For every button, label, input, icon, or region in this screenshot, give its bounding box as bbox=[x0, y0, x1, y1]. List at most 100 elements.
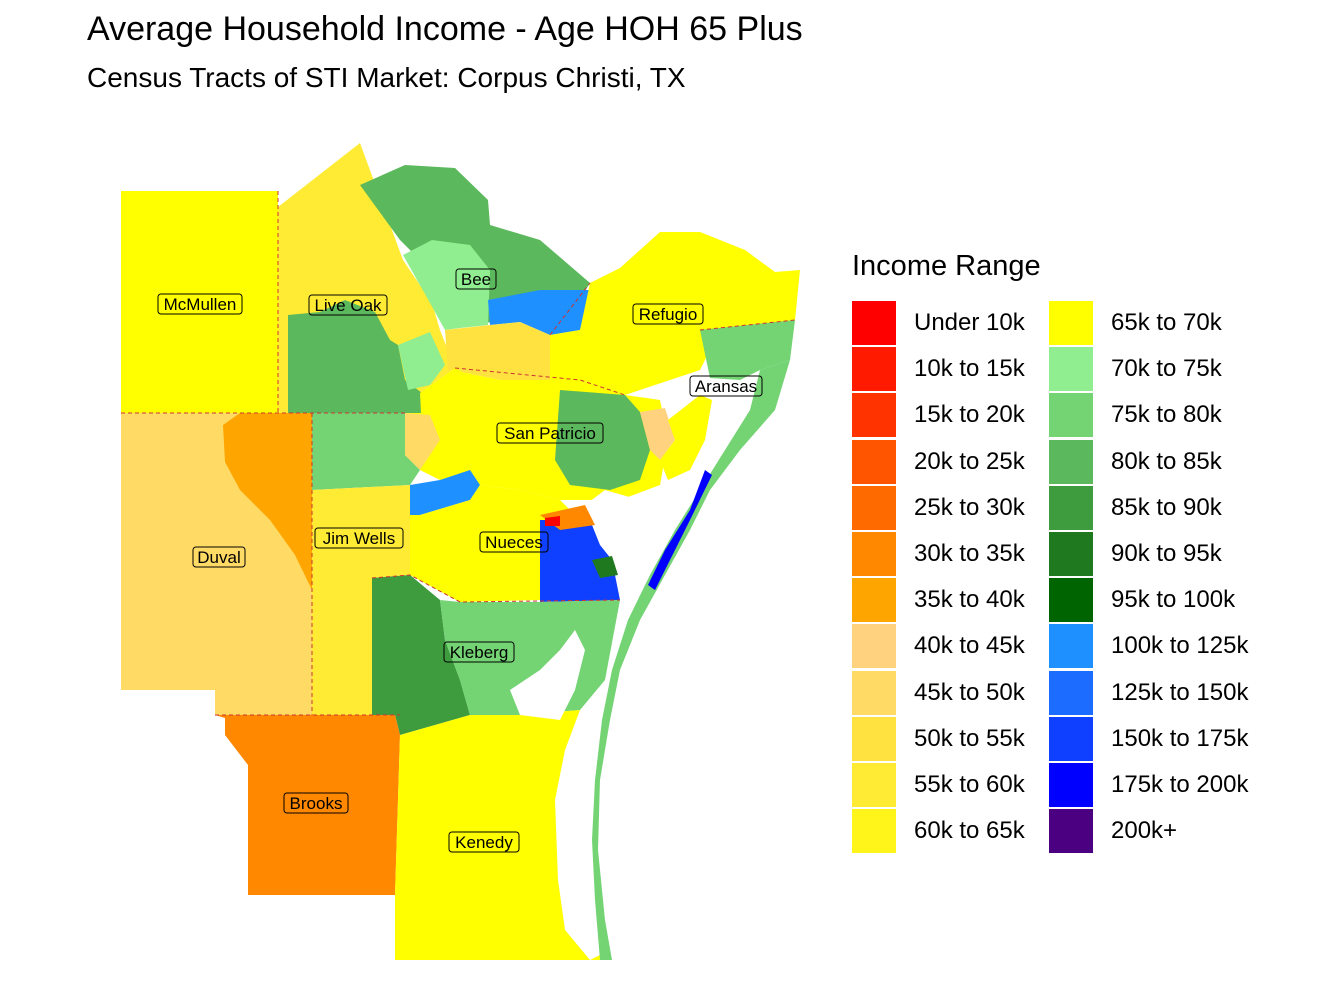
legend-swatch bbox=[852, 809, 896, 854]
legend-swatch bbox=[852, 393, 896, 438]
legend-swatch bbox=[852, 301, 896, 345]
legend-label: 65k to 70k bbox=[1111, 309, 1222, 336]
svg-text:Brooks: Brooks bbox=[290, 794, 343, 813]
svg-text:Nueces: Nueces bbox=[485, 533, 543, 552]
legend-swatch bbox=[852, 763, 896, 807]
county-label-kenedy: Kenedy bbox=[448, 831, 520, 853]
county-label-refugio: Refugio bbox=[632, 303, 704, 325]
legend-label: 15k to 20k bbox=[914, 401, 1025, 429]
legend-label: 80k to 85k bbox=[1111, 447, 1222, 475]
legend-swatch bbox=[1049, 670, 1093, 715]
legend-label: 60k to 65k bbox=[914, 817, 1025, 845]
svg-text:Refugio: Refugio bbox=[639, 305, 698, 324]
legend: Income Range Under 10k 10k to 15k 15k to 2… bbox=[852, 250, 1322, 860]
legend-label: 175k to 200k bbox=[1111, 771, 1249, 798]
tract-kleberg-dark bbox=[372, 575, 470, 735]
legend-swatch bbox=[1049, 624, 1093, 669]
legend-swatch bbox=[1049, 301, 1093, 345]
county-label-kleberg: Kleberg bbox=[443, 641, 515, 663]
tract-aransas bbox=[660, 395, 712, 480]
map-title: Average Household Income - Age HOH 65 Pl… bbox=[87, 10, 803, 48]
legend-swatch bbox=[1049, 809, 1093, 854]
county-label-mcmullen: McMullen bbox=[157, 293, 243, 315]
legend-label: 50k to 55k bbox=[914, 724, 1025, 752]
tract-bee-yellow-south bbox=[445, 322, 550, 382]
legend-swatch bbox=[852, 670, 896, 715]
svg-text:Bee: Bee bbox=[461, 270, 491, 289]
county-label-duval: Duval bbox=[192, 546, 246, 568]
svg-text:Live Oak: Live Oak bbox=[314, 296, 382, 315]
tract-kenedy bbox=[395, 710, 600, 960]
svg-text:San Patricio: San Patricio bbox=[504, 424, 596, 443]
tract-bee-light bbox=[403, 240, 490, 330]
legend-swatch bbox=[1049, 578, 1093, 623]
svg-text:Aransas: Aransas bbox=[695, 377, 757, 396]
bay-water bbox=[585, 490, 650, 545]
legend-swatch bbox=[852, 532, 896, 576]
svg-text:Kenedy: Kenedy bbox=[455, 833, 513, 852]
legend-swatch bbox=[852, 439, 896, 484]
tract-live-oak-light bbox=[398, 332, 445, 390]
tract-bee-green bbox=[360, 165, 590, 330]
county-labels: McMullen Live Oak Bee Refugio Aransas Sa… bbox=[157, 268, 763, 853]
tract-refugio-green bbox=[700, 320, 795, 380]
legend-label: 10k to 15k bbox=[914, 355, 1025, 383]
county-label-bee: Bee bbox=[455, 268, 497, 290]
legend-swatch bbox=[852, 485, 896, 530]
tract-jim-wells-green bbox=[312, 413, 420, 490]
legend-label: 70k to 75k bbox=[1111, 355, 1222, 383]
tract-duval-orange bbox=[223, 413, 312, 590]
tract-live-oak-green bbox=[288, 300, 422, 413]
legend-label: 35k to 40k bbox=[914, 586, 1025, 614]
legend-label: 30k to 35k bbox=[914, 540, 1025, 567]
legend-swatch bbox=[1049, 763, 1093, 807]
tract-jim-wells-yellow bbox=[312, 485, 410, 715]
svg-text:Jim Wells: Jim Wells bbox=[323, 529, 395, 548]
legend-label: 55k to 60k bbox=[914, 771, 1025, 798]
legend-title: Income Range bbox=[852, 250, 1041, 282]
legend-label: 85k to 90k bbox=[1111, 493, 1222, 521]
map-subtitle: Census Tracts of STI Market: Corpus Chri… bbox=[87, 62, 686, 93]
legend-swatch bbox=[852, 578, 896, 623]
county-label-nueces: Nueces bbox=[479, 531, 549, 553]
tract-nueces-red bbox=[545, 516, 560, 526]
tract-bee-blue bbox=[488, 290, 590, 335]
legend-swatch bbox=[1049, 393, 1093, 438]
tract-jim-wells-tan bbox=[405, 413, 440, 470]
tract-san-patricio-tan bbox=[640, 408, 675, 460]
tract-brooks bbox=[215, 715, 400, 895]
legend-label: 40k to 45k bbox=[914, 632, 1025, 660]
svg-text:Kleberg: Kleberg bbox=[450, 643, 509, 662]
county-boundaries bbox=[121, 191, 796, 716]
tract-mcmullen bbox=[121, 191, 278, 413]
county-label-jim-wells: Jim Wells bbox=[314, 527, 404, 549]
tract-refugio bbox=[550, 232, 800, 395]
legend-label: 150k to 175k bbox=[1111, 724, 1249, 752]
legend-swatch bbox=[1049, 532, 1093, 576]
svg-text:Duval: Duval bbox=[197, 548, 240, 567]
legend-swatch bbox=[1049, 716, 1093, 761]
legend-swatch bbox=[1049, 347, 1093, 392]
legend-label: 95k to 100k bbox=[1111, 586, 1236, 614]
legend-label: Under 10k bbox=[914, 309, 1025, 336]
legend-swatch bbox=[852, 347, 896, 392]
legend-label: 25k to 30k bbox=[914, 493, 1025, 521]
tract-nueces-west bbox=[410, 485, 580, 602]
county-label-aransas: Aransas bbox=[689, 375, 763, 397]
tract-jim-wells-blue bbox=[410, 470, 480, 515]
legend-swatch bbox=[1049, 485, 1093, 530]
county-label-san-patricio: San Patricio bbox=[496, 422, 604, 444]
legend-swatch bbox=[852, 624, 896, 669]
legend-swatch bbox=[852, 716, 896, 761]
choropleth-map: McMullen Live Oak Bee Refugio Aransas Sa… bbox=[121, 143, 800, 960]
county-label-brooks: Brooks bbox=[283, 792, 349, 814]
tract-nueces-green-small bbox=[592, 556, 618, 578]
bay-water-south bbox=[510, 630, 585, 720]
coastal-strip-blue bbox=[648, 470, 712, 590]
legend-label: 200k+ bbox=[1111, 817, 1178, 845]
county-label-live-oak: Live Oak bbox=[308, 294, 388, 316]
svg-text:McMullen: McMullen bbox=[164, 295, 237, 314]
legend-label: 45k to 50k bbox=[914, 678, 1025, 706]
legend-swatch bbox=[1049, 439, 1093, 484]
legend-label: 125k to 150k bbox=[1111, 678, 1249, 706]
